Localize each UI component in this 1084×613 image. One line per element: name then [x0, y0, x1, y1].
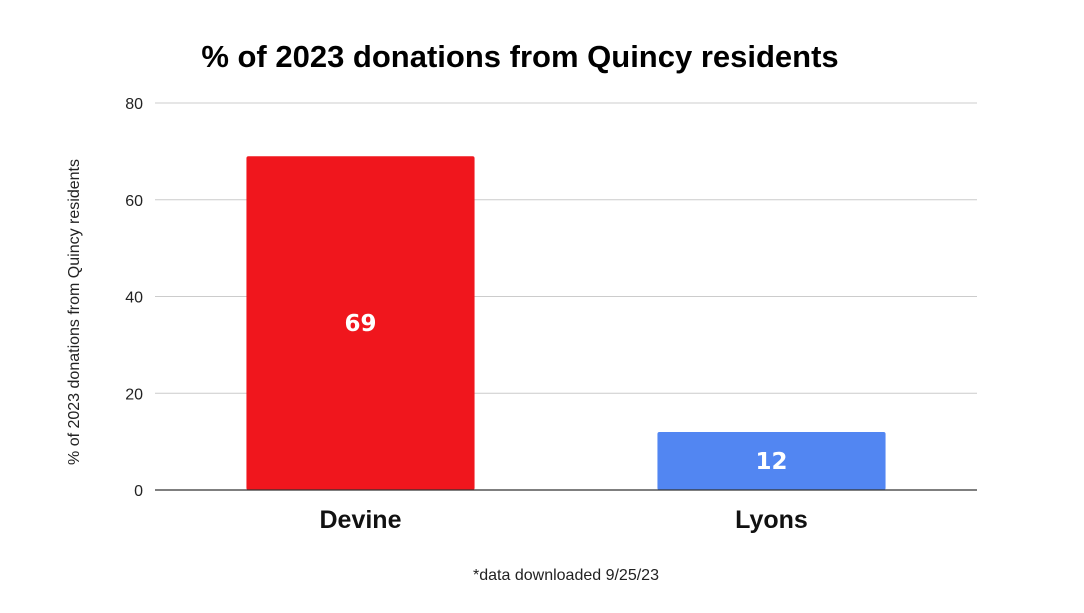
x-category-label: Devine: [320, 506, 402, 534]
x-axis-categories: Devine Lyons: [320, 506, 808, 534]
y-axis-ticks: 0 20 40 60 80: [125, 96, 143, 500]
y-tick-label: 80: [125, 96, 143, 113]
y-tick-label: 60: [125, 193, 143, 210]
y-tick-label: 40: [125, 290, 143, 307]
bar-lyons: [657, 431, 886, 490]
bars: [246, 156, 886, 490]
x-category-label: Lyons: [735, 506, 808, 534]
data-labels: 69 12: [344, 311, 787, 475]
footnote: *data downloaded 9/25/23: [473, 567, 659, 584]
data-label: 12: [755, 449, 787, 475]
chart-title: % of 2023 donations from Quincy resident…: [201, 39, 838, 74]
y-tick-label: 0: [134, 483, 143, 500]
bar-devine: [246, 156, 475, 490]
data-label: 69: [344, 311, 376, 337]
y-axis-label: % of 2023 donations from Quincy resident…: [66, 159, 83, 465]
y-tick-label: 20: [125, 386, 143, 403]
